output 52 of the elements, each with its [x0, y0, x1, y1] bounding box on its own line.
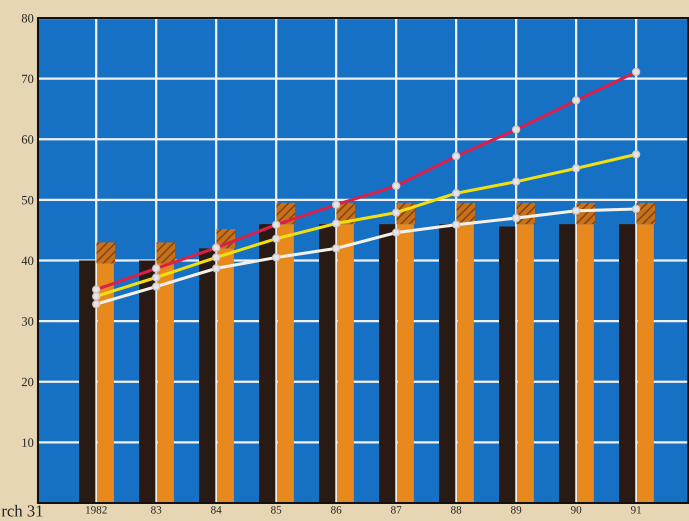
- bar: [636, 202, 656, 224]
- x-tick-label: 85: [271, 506, 282, 514]
- bar: [156, 242, 176, 264]
- bar: [638, 224, 654, 503]
- point: [272, 253, 280, 262]
- y-tick-label: 60: [22, 135, 34, 144]
- point: [392, 228, 400, 237]
- y-tick-label: 70: [22, 74, 34, 84]
- point: [632, 204, 640, 214]
- point: [512, 214, 520, 222]
- y-tick-label: 80: [22, 14, 34, 22]
- y-tick-label: 30: [22, 317, 34, 326]
- bar: [79, 260, 96, 503]
- x-tick-label: 89: [511, 506, 522, 514]
- y-tick-label: 40: [22, 256, 34, 265]
- x-tick-label: 88: [451, 506, 462, 514]
- bar: [559, 224, 576, 503]
- text: rch 31: [2, 504, 42, 517]
- bar: [158, 264, 174, 503]
- x-tick-label: 83: [151, 506, 162, 514]
- point: [152, 282, 160, 291]
- bar: [218, 248, 234, 503]
- bar: [439, 224, 456, 503]
- point: [572, 206, 580, 215]
- bar: [139, 260, 156, 503]
- point: [452, 220, 460, 229]
- bar: [398, 224, 414, 503]
- x-tick-label: 87: [391, 506, 402, 514]
- bar: [338, 224, 354, 503]
- bar: [96, 242, 116, 264]
- point: [92, 300, 100, 308]
- bar: [259, 224, 276, 503]
- x-tick-label: 91: [630, 506, 642, 514]
- bar: [278, 224, 294, 503]
- x-tick-label: 90: [570, 506, 582, 514]
- point: [212, 264, 220, 273]
- bar: [619, 224, 636, 503]
- bar: [458, 224, 474, 503]
- bar: [578, 224, 594, 503]
- y-tick-label: 20: [22, 378, 34, 386]
- x-tick-label: 1982: [86, 506, 107, 514]
- bar: [98, 264, 114, 503]
- x-tick-label: 86: [331, 506, 342, 514]
- y-tick-label: 50: [22, 196, 34, 204]
- bar: [379, 224, 396, 503]
- bar: [319, 224, 336, 503]
- bar: [199, 248, 216, 503]
- x-tick-label: 84: [211, 506, 222, 514]
- bar: [499, 226, 516, 503]
- bar: [518, 224, 534, 503]
- point: [332, 244, 340, 253]
- y-tick-label: 10: [22, 438, 34, 447]
